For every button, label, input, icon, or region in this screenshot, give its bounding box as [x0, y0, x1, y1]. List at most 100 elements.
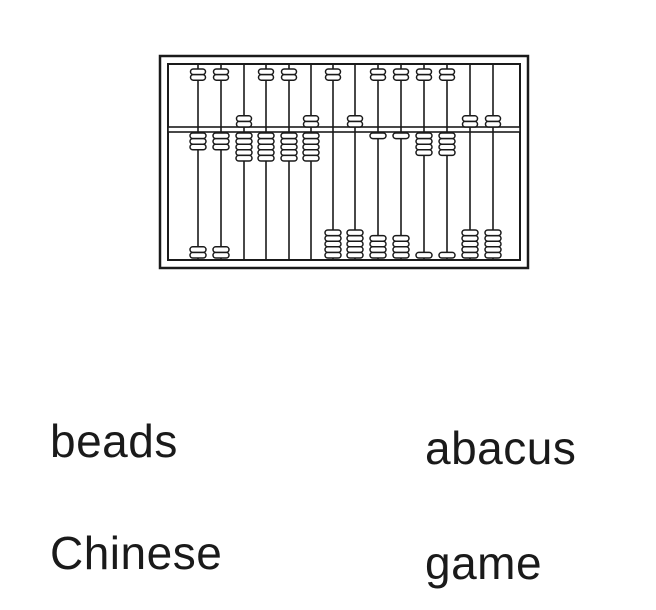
- abacus-bead-upper: [189, 73, 207, 81]
- abacus-bead-lower: [280, 154, 298, 162]
- abacus-bead-upper: [392, 68, 410, 76]
- abacus-bead-upper: [324, 73, 342, 81]
- abacus-bead-upper: [235, 115, 253, 123]
- abacus-bead-lower: [438, 143, 456, 151]
- abacus-bead-upper: [392, 73, 410, 81]
- abacus-bead-lower: [484, 251, 502, 259]
- abacus-bead-upper: [189, 68, 207, 76]
- abacus-bead-upper: [212, 73, 230, 81]
- abacus-bead-lower: [189, 132, 207, 140]
- abacus-bead-lower: [461, 251, 479, 259]
- abacus-bead-lower: [415, 137, 433, 145]
- abacus-bead-lower: [189, 246, 207, 254]
- abacus-bead-upper: [302, 120, 320, 128]
- abacus-bead-upper: [438, 68, 456, 76]
- abacus-bead-lower: [280, 143, 298, 151]
- abacus-bead-upper: [438, 73, 456, 81]
- abacus-bead-lower: [212, 132, 230, 140]
- abacus-bead-lower: [392, 240, 410, 248]
- abacus-bead-lower: [235, 137, 253, 145]
- abacus-bead-upper: [415, 68, 433, 76]
- abacus-bead-lower: [438, 132, 456, 140]
- abacus-bead-lower: [369, 132, 387, 140]
- abacus-bead-lower: [346, 229, 364, 237]
- abacus-bead-lower: [415, 251, 433, 259]
- abacus-bead-lower: [324, 234, 342, 242]
- abacus-inner-frame: [167, 63, 521, 261]
- abacus-bead-lower: [484, 229, 502, 237]
- abacus-bead-lower: [461, 240, 479, 248]
- abacus-bead-lower: [212, 143, 230, 151]
- word-game: game: [425, 537, 543, 589]
- abacus-bead-lower: [257, 149, 275, 157]
- abacus-bead-lower: [346, 234, 364, 242]
- abacus-bead-lower: [189, 143, 207, 151]
- abacus-bead-lower: [257, 143, 275, 151]
- abacus-bead-lower: [392, 234, 410, 242]
- abacus-bead-lower: [280, 149, 298, 157]
- abacus-bead-lower: [415, 132, 433, 140]
- word-abacus: abacus: [425, 422, 577, 474]
- abacus-bead-lower: [392, 246, 410, 254]
- abacus-bead-lower: [346, 251, 364, 259]
- abacus-bead-lower: [280, 132, 298, 140]
- word-chinese: Chinese: [50, 527, 223, 579]
- abacus-drawing: [158, 54, 530, 270]
- abacus-bead-lower: [324, 246, 342, 254]
- abacus-bead-lower: [189, 137, 207, 145]
- abacus-bead-upper: [484, 115, 502, 123]
- abacus-bead-upper: [257, 68, 275, 76]
- abacus-bead-lower: [346, 240, 364, 248]
- abacus-bead-upper: [324, 68, 342, 76]
- abacus-bead-upper: [280, 73, 298, 81]
- abacus-bead-lower: [346, 246, 364, 254]
- abacus-bead-lower: [302, 132, 320, 140]
- abacus-bead-lower: [324, 240, 342, 248]
- abacus-bead-lower: [302, 149, 320, 157]
- abacus-bead-lower: [392, 251, 410, 259]
- abacus-bead-lower: [484, 234, 502, 242]
- abacus-bead-lower: [461, 234, 479, 242]
- abacus-bead-lower: [461, 246, 479, 254]
- abacus-bead-lower: [235, 143, 253, 151]
- abacus-bead-lower: [438, 137, 456, 145]
- abacus-bead-lower: [461, 229, 479, 237]
- abacus-bead-lower: [212, 246, 230, 254]
- abacus-bead-lower: [189, 251, 207, 259]
- abacus-bead-lower: [257, 137, 275, 145]
- abacus-illustration: [158, 54, 534, 274]
- abacus-bead-upper: [484, 120, 502, 128]
- abacus-bead-upper: [415, 73, 433, 81]
- abacus-bead-lower: [438, 251, 456, 259]
- abacus-bead-upper: [257, 73, 275, 81]
- abacus-bead-lower: [484, 240, 502, 248]
- abacus-bead-upper: [346, 115, 364, 123]
- abacus-bead-lower: [257, 154, 275, 162]
- abacus-bead-lower: [438, 149, 456, 157]
- abacus-beads: [189, 68, 502, 259]
- abacus-bead-lower: [212, 251, 230, 259]
- abacus-bead-upper: [369, 73, 387, 81]
- abacus-bead-lower: [302, 137, 320, 145]
- abacus-bead-lower: [392, 132, 410, 140]
- abacus-bead-lower: [369, 234, 387, 242]
- abacus-outer-frame: [158, 54, 530, 270]
- abacus-bead-upper: [235, 120, 253, 128]
- abacus-bead-lower: [302, 143, 320, 151]
- abacus-bead-lower: [415, 143, 433, 151]
- abacus-bead-lower: [324, 229, 342, 237]
- abacus-bead-lower: [324, 251, 342, 259]
- abacus-bead-upper: [461, 115, 479, 123]
- abacus-bead-lower: [369, 246, 387, 254]
- abacus-bead-lower: [302, 154, 320, 162]
- abacus-bead-lower: [257, 132, 275, 140]
- abacus-bead-upper: [280, 68, 298, 76]
- abacus-bead-lower: [484, 246, 502, 254]
- abacus-bead-lower: [235, 132, 253, 140]
- abacus-bead-lower: [235, 149, 253, 157]
- abacus-bead-upper: [461, 120, 479, 128]
- abacus-bead-upper: [369, 68, 387, 76]
- abacus-bead-lower: [212, 137, 230, 145]
- abacus-rods: [197, 65, 494, 259]
- abacus-bead-upper: [302, 115, 320, 123]
